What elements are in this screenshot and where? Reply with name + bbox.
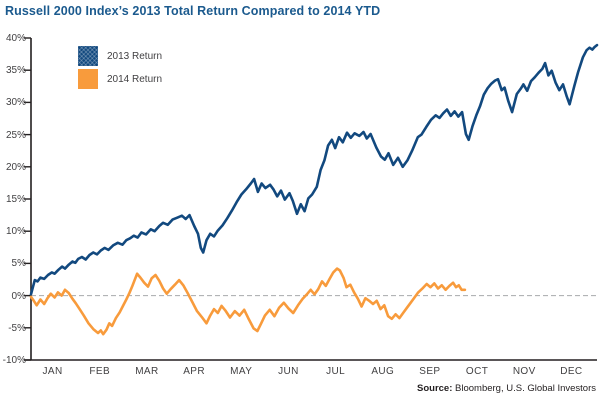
y-axis-label: 15% xyxy=(5,194,26,205)
y-axis-label: 5% xyxy=(11,258,26,270)
x-axis-label: MAY xyxy=(230,366,253,377)
y-axis-label: 35% xyxy=(5,65,26,77)
source-text: Bloomberg, U.S. Global Investors xyxy=(452,383,596,394)
chart-title: Russell 2000 Index’s 2013 Total Return C… xyxy=(5,4,381,18)
x-axis-label: JUN xyxy=(278,366,299,377)
x-axis-label: OCT xyxy=(465,366,489,377)
y-axis-label: 0% xyxy=(11,290,26,302)
legend-item-2013: 2013 Return xyxy=(78,46,162,66)
x-axis-label: JAN xyxy=(42,366,63,377)
y-axis-label: -5% xyxy=(8,322,26,334)
x-axis-label: FEB xyxy=(89,366,111,377)
legend-swatch-2014-icon xyxy=(78,69,98,89)
series-line-2014 xyxy=(29,267,467,336)
series-line-2013 xyxy=(29,43,599,296)
x-axis-label: APR xyxy=(183,366,205,377)
x-axis-label: JUL xyxy=(326,366,346,377)
x-axis-label: DEC xyxy=(560,366,583,377)
legend-label-2013: 2013 Return xyxy=(107,50,163,62)
x-axis-label: MAR xyxy=(135,366,159,377)
legend-label-2014: 2014 Return xyxy=(107,73,163,85)
x-axis-label: SEP xyxy=(419,366,441,377)
y-axis-label: 25% xyxy=(5,129,26,141)
y-axis-label: 30% xyxy=(5,97,26,109)
y-axis-label: 10% xyxy=(5,226,26,238)
legend-swatch-2013-icon xyxy=(78,46,98,66)
x-axis-label: AUG xyxy=(371,366,395,377)
y-axis-label: 40% xyxy=(5,33,26,44)
y-axis-label: 20% xyxy=(5,161,26,173)
legend: 2013 Return 2014 Return xyxy=(78,46,162,92)
source-prefix: Source: xyxy=(417,383,453,394)
legend-item-2014: 2014 Return xyxy=(78,69,162,89)
source-attribution: Source: Bloomberg, U.S. Global Investors xyxy=(417,383,596,394)
x-axis-label: NOV xyxy=(512,366,536,377)
y-axis-label: -10% xyxy=(2,355,26,366)
